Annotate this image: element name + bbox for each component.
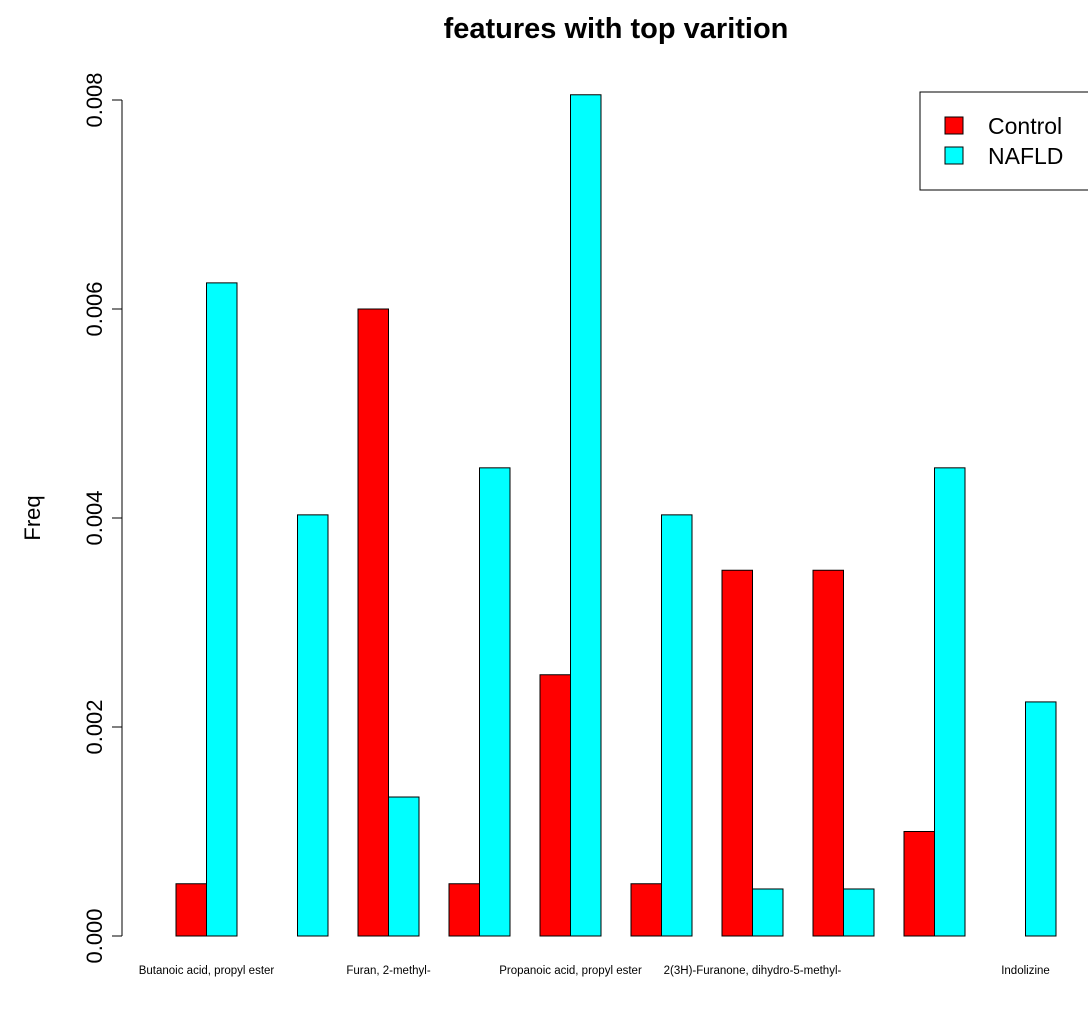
bar-control-5 bbox=[630, 883, 662, 937]
x-tick-label: Indolizine bbox=[1001, 965, 1050, 977]
bar-nafld-8 bbox=[934, 467, 966, 937]
bar-nafld-0 bbox=[206, 282, 238, 937]
legend-label-nafld: NAFLD bbox=[988, 143, 1063, 169]
y-tick-label: 0.004 bbox=[82, 490, 107, 545]
bar-control-2 bbox=[357, 308, 389, 937]
y-tick-label: 0.002 bbox=[82, 699, 107, 754]
bar-control-4 bbox=[539, 674, 571, 937]
x-tick-label: Butanoic acid, propyl ester bbox=[139, 965, 275, 977]
legend-box bbox=[919, 91, 1088, 191]
legend-label-control: Control bbox=[988, 113, 1062, 139]
bar-nafld-4 bbox=[570, 94, 602, 937]
y-axis-label: Freq bbox=[20, 495, 45, 540]
x-tick-label: Propanoic acid, propyl ester bbox=[499, 965, 642, 977]
legend: Control NAFLD bbox=[919, 91, 1088, 191]
bar-control-3 bbox=[448, 883, 480, 937]
legend-swatch-control bbox=[944, 116, 964, 135]
bar-nafld-5 bbox=[661, 514, 693, 937]
bar-nafld-7 bbox=[843, 888, 875, 937]
y-tick-label: 0.000 bbox=[82, 908, 107, 963]
legend-swatch-nafld bbox=[944, 146, 964, 165]
bar-nafld-2 bbox=[388, 796, 420, 937]
bar-control-8 bbox=[903, 831, 935, 937]
chart-title: features with top varition bbox=[444, 13, 789, 45]
bar-control-0 bbox=[175, 883, 207, 937]
y-tick-label: 0.008 bbox=[82, 72, 107, 127]
y-tick-label: 0.006 bbox=[82, 281, 107, 336]
bar-control-7 bbox=[812, 569, 844, 937]
x-tick-labels: Butanoic acid, propyl ester Furan, 2-meth… bbox=[139, 965, 1050, 977]
bar-nafld-1 bbox=[297, 514, 329, 937]
bar-nafld-9 bbox=[1025, 701, 1057, 937]
bar-nafld-3 bbox=[479, 467, 511, 937]
bar-nafld-6 bbox=[752, 888, 784, 937]
bar-control-6 bbox=[721, 569, 753, 937]
x-tick-label: 2(3H)-Furanone, dihydro-5-methyl- bbox=[664, 965, 842, 977]
bars-group bbox=[175, 94, 1057, 937]
x-tick-label: Furan, 2-methyl- bbox=[346, 965, 431, 977]
y-axis: 0.000 0.002 0.004 0.006 0.008 bbox=[82, 72, 123, 964]
